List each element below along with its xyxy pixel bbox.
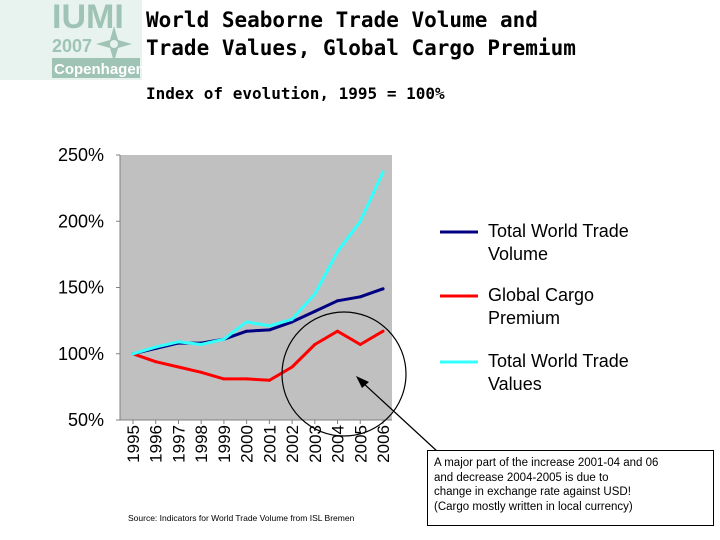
title-line-1: World Seaborne Trade Volume and (146, 8, 538, 32)
logo-city: Copenhagen (54, 61, 142, 78)
data-point (199, 370, 203, 374)
legend-label: Premium (488, 308, 560, 328)
iumi-logo: IUMI 2007 Copenhagen (0, 0, 142, 80)
data-point (267, 324, 271, 328)
data-point (290, 320, 294, 324)
data-point (131, 352, 135, 356)
title-line-2: Trade Values, Global Cargo Premium (146, 36, 576, 60)
data-point (313, 309, 317, 313)
legend-label: Total World Trade (488, 351, 629, 371)
logo-year: 2007 (52, 36, 92, 56)
x-tick-label: 2001 (260, 425, 279, 463)
x-tick-label: 1995 (124, 425, 143, 463)
data-point (358, 295, 362, 299)
data-point (313, 292, 317, 296)
data-point (222, 337, 226, 341)
compass-star-icon (96, 26, 132, 62)
x-tick-label: 1999 (215, 425, 234, 463)
x-tick-label: 1998 (192, 425, 211, 463)
data-point (381, 170, 385, 174)
x-tick-label: 2000 (238, 425, 257, 463)
data-point (267, 378, 271, 382)
x-tick-label: 2002 (283, 425, 302, 463)
arrow-head (356, 376, 369, 388)
data-point (290, 365, 294, 369)
annotation-box: A major part of the increase 2001-04 and… (427, 450, 714, 526)
logo-text: IUMI (52, 0, 124, 36)
chart-subtitle: Index of evolution, 1995 = 100% (146, 84, 445, 103)
plot-area (120, 155, 392, 420)
data-point (245, 329, 249, 333)
data-point (245, 377, 249, 381)
annotation-line: change in exchange rate against USD! (434, 486, 631, 498)
legend-label: Total World Trade (488, 221, 629, 241)
series-line (131, 329, 385, 382)
legend-label: Global Cargo (488, 285, 594, 305)
x-tick-label: 2006 (374, 425, 393, 463)
page-title: World Seaborne Trade Volume and Trade Va… (146, 6, 706, 62)
x-tick-label: 1996 (147, 425, 166, 463)
data-point (154, 345, 158, 349)
data-point (290, 317, 294, 321)
data-point (313, 342, 317, 346)
x-tick-label: 2005 (351, 425, 370, 463)
annotation-arrow (361, 381, 439, 453)
source-note: Source: Indicators for World Trade Volum… (128, 513, 355, 523)
y-tick-label: 150% (58, 278, 104, 298)
y-tick-label: 200% (58, 211, 104, 231)
data-point (176, 340, 180, 344)
data-point (222, 377, 226, 381)
data-point (336, 250, 340, 254)
legend-label: Volume (488, 244, 548, 264)
data-point (336, 299, 340, 303)
data-point (358, 219, 362, 223)
annotation-line: and decrease 2004-2005 is due to (434, 471, 609, 484)
y-tick-label: 250% (58, 145, 104, 165)
highlight-circle (281, 311, 407, 437)
data-point (176, 365, 180, 369)
data-point (381, 329, 385, 333)
x-tick-label: 1997 (169, 425, 188, 463)
annotation-line: (Cargo mostly written in local currency) (434, 500, 633, 513)
y-tick-label: 50% (68, 410, 104, 430)
data-point (154, 360, 158, 364)
legend-label: Values (488, 374, 542, 394)
data-point (245, 320, 249, 324)
y-tick-label: 100% (58, 344, 104, 364)
x-tick-label: 2003 (306, 425, 325, 463)
series-line (131, 170, 385, 356)
data-point (336, 329, 340, 333)
data-point (199, 342, 203, 346)
x-tick-label: 2004 (329, 425, 348, 463)
annotation-line: A major part of the increase 2001-04 and… (434, 457, 659, 469)
data-point (267, 328, 271, 332)
data-point (381, 287, 385, 291)
data-point (358, 342, 362, 346)
